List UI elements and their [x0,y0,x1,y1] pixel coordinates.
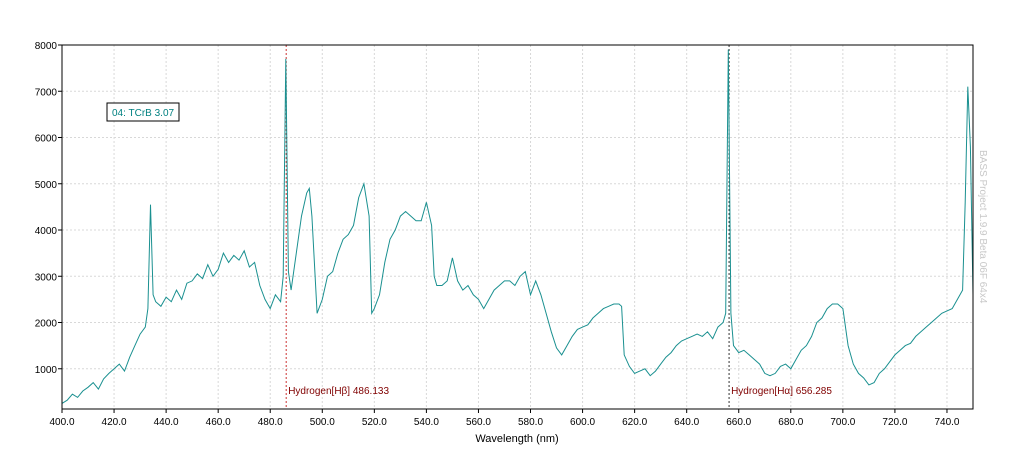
x-tick-label: 580.0 [518,417,543,428]
x-tick-label: 500.0 [310,417,335,428]
x-tick-label: 740.0 [934,417,959,428]
x-tick-label: 400.0 [49,417,74,428]
y-tick-label: 6000 [35,134,58,145]
x-tick-label: 520.0 [362,417,387,428]
x-tick-label: 440.0 [154,417,179,428]
watermark: BASS Project 1.9.9 Beta 06F 64x4 [977,150,988,304]
x-tick-label: 680.0 [778,417,803,428]
x-tick-label: 720.0 [882,417,907,428]
series-label: 04: TCrB 3.07 [112,108,175,119]
y-axis-ticks: 1000 2000 3000 4000 5000 6000 7000 8000 [35,41,62,376]
annotation-label: Hydrogen[Hβ] 486.133 [288,386,389,397]
x-tick-label: 620.0 [622,417,647,428]
x-tick-label: 640.0 [674,417,699,428]
grid [61,44,973,409]
x-tick-label: 700.0 [830,417,855,428]
x-tick-label: 420.0 [102,417,127,428]
annotation-label: Hydrogen[Hα] 656.285 [731,386,832,397]
x-tick-label: 460.0 [206,417,231,428]
y-tick-label: 7000 [35,87,58,98]
y-tick-label: 1000 [35,365,58,376]
spectrum-line [61,49,974,404]
y-tick-label: 8000 [35,41,58,52]
annotation-labels: Hydrogen[Hβ] 486.133 Hydrogen[Hα] 656.285 [288,386,832,397]
series-label-box: 04: TCrB 3.07 [106,102,180,122]
series-label-frame [106,102,180,122]
y-tick-label: 5000 [35,180,58,191]
y-tick-label: 4000 [35,226,58,237]
plot-frame [61,44,974,410]
x-axis-title: Wavelength (nm) [475,433,558,445]
x-tick-label: 600.0 [570,417,595,428]
x-tick-label: 560.0 [466,417,491,428]
y-tick-label: 3000 [35,272,58,283]
x-tick-label: 480.0 [258,417,283,428]
x-tick-label: 660.0 [726,417,751,428]
y-tick-label: 2000 [35,319,58,330]
x-tick-label: 540.0 [414,417,439,428]
plot-area [62,45,973,409]
x-axis-ticks: 400.0 420.0 440.0 460.0 480.0 500.0 520.0 540.0… [49,409,960,428]
